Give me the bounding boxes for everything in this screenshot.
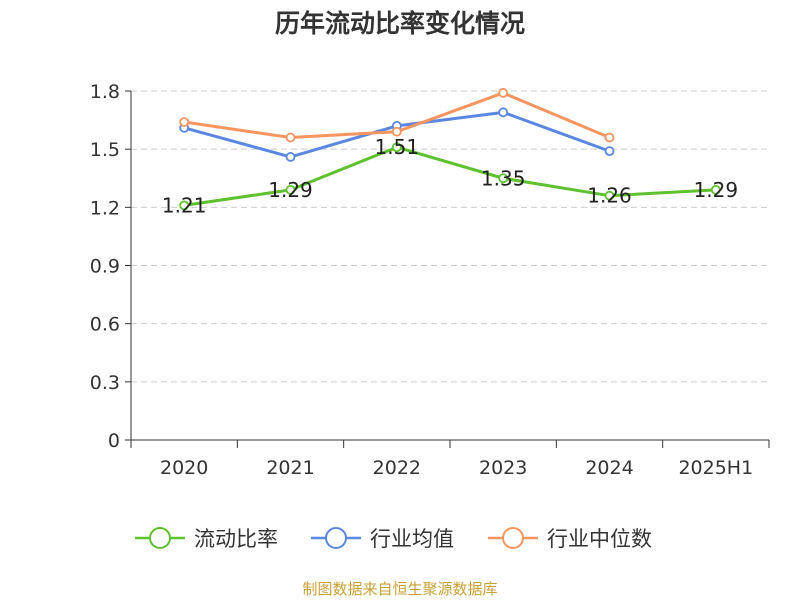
y-tick-label: 1.5 [90, 139, 120, 161]
chart-title: 历年流动比率变化情况 [274, 9, 525, 38]
y-tick-label: 0.9 [90, 256, 120, 278]
data-point [179, 200, 190, 211]
x-tick-label: 2023 [479, 457, 527, 479]
data-label: 1.29 [694, 178, 739, 202]
data-label: 1.26 [587, 184, 632, 208]
x-tick-label: 2020 [160, 457, 208, 479]
x-tick-label: 2024 [585, 457, 633, 479]
x-tick-label: 2022 [373, 457, 421, 479]
legend-label: 行业均值 [370, 527, 454, 551]
source-footer: 制图数据来自恒生聚源数据库 [302, 580, 498, 598]
data-point [604, 132, 615, 143]
y-tick-label: 0.6 [90, 314, 120, 336]
data-point [710, 184, 721, 195]
data-point [285, 184, 296, 195]
data-label: 1.35 [481, 166, 526, 190]
series-line-0 [182, 145, 718, 207]
data-point [498, 88, 509, 98]
data-point [391, 126, 402, 137]
x-tick-label: 2025H1 [678, 457, 753, 479]
legend-marker [502, 527, 524, 549]
data-point [498, 173, 509, 184]
data-point [604, 146, 615, 157]
legend-marker [325, 527, 347, 549]
y-tick-label: 0.3 [90, 372, 120, 394]
legend-label: 行业中位数 [547, 527, 652, 551]
data-label: 1.21 [162, 193, 207, 217]
legend-item-current-ratio: 流动比率 [135, 527, 278, 551]
x-tick-label: 2021 [266, 457, 314, 479]
legend-label: 流动比率 [194, 527, 278, 551]
data-point [604, 190, 615, 201]
legend-marker [149, 527, 171, 549]
data-label: 1.29 [268, 178, 313, 202]
y-tick-label: 0 [108, 430, 120, 452]
data-point [391, 142, 402, 153]
y-tick-label: 1.8 [90, 81, 120, 103]
data-point [285, 132, 296, 143]
data-point [285, 152, 296, 162]
data-point [179, 117, 190, 127]
data-label: 1.51 [375, 135, 420, 159]
data-point [498, 107, 509, 118]
legend-item-industry-avg: 行业均值 [311, 527, 454, 551]
legend-item-industry-median: 行业中位数 [488, 527, 652, 551]
y-tick-label: 1.2 [90, 197, 120, 219]
